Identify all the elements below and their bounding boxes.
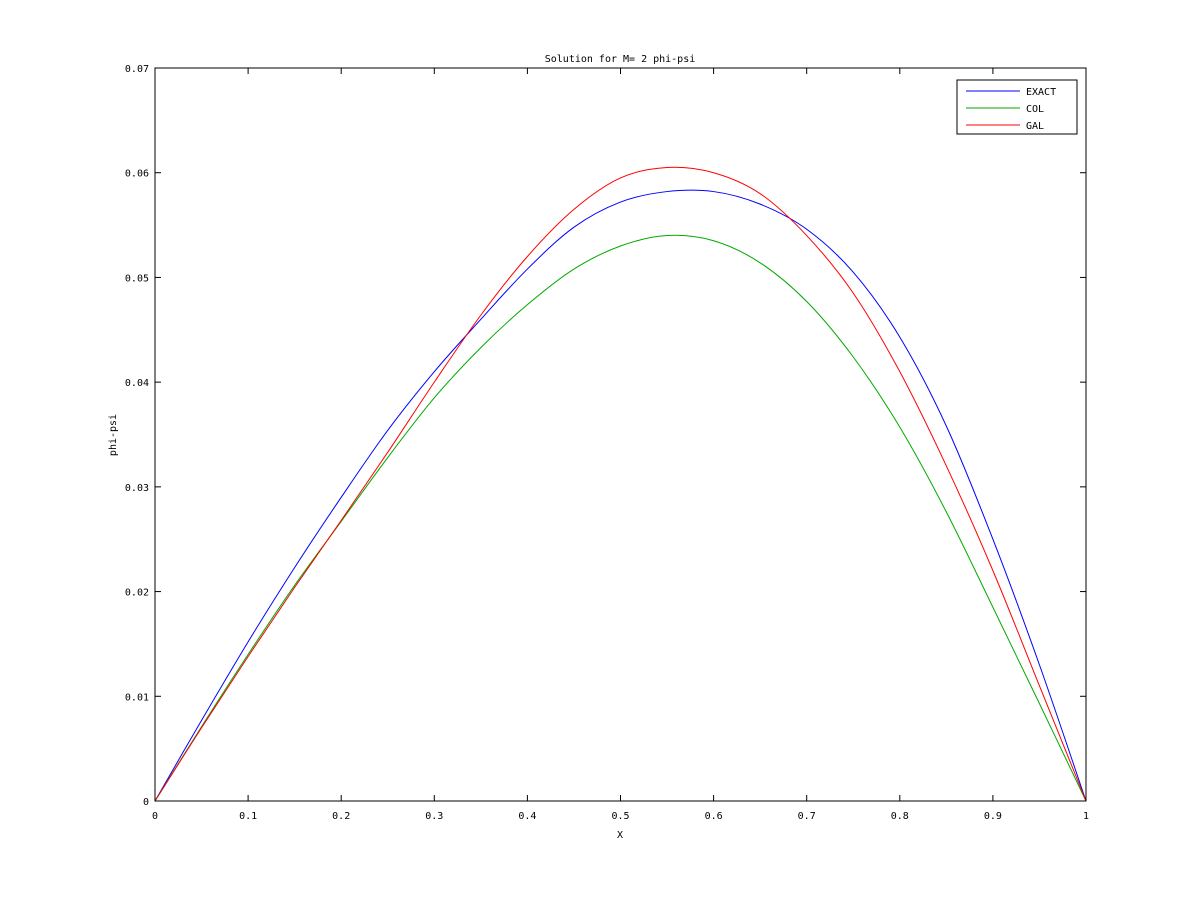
- y-tick-label: 0.07: [125, 64, 149, 75]
- legend-label-col: COL: [1026, 104, 1044, 115]
- x-tick-label: 0.4: [518, 811, 536, 822]
- x-axis-label: X: [617, 830, 623, 841]
- axes-box: [154, 67, 1087, 802]
- legend: EXACT COL GAL: [956, 79, 1078, 135]
- x-tick-label: 0.3: [425, 811, 443, 822]
- y-tick-label: 0: [143, 797, 149, 808]
- x-tick-label: 0: [152, 811, 158, 822]
- legend-entries: EXACT COL GAL: [966, 87, 1056, 132]
- y-tick-label: 0.05: [125, 273, 149, 284]
- series-line-gal: [154, 166, 1087, 802]
- legend-label-gal: GAL: [1026, 121, 1044, 132]
- legend-label-exact: EXACT: [1026, 87, 1056, 98]
- chart-title: Solution for M= 2 phi-psi: [545, 54, 696, 65]
- x-tick-label: 0.5: [611, 811, 629, 822]
- x-tick-label: 0.1: [239, 811, 257, 822]
- x-tick-label: 0.7: [798, 811, 816, 822]
- x-tick-label: 1: [1083, 811, 1089, 822]
- x-tick-label: 0.2: [332, 811, 350, 822]
- x-tick-label: 0.9: [984, 811, 1002, 822]
- series-line-col: [154, 234, 1087, 802]
- x-tick-label: 0.8: [891, 811, 909, 822]
- tick-layer: 0 0.1 0.2 0.3 0.4 0.5 0.6 0.7 0.8 0.9 1 0 0.01 0.02 0.…: [125, 64, 1089, 822]
- y-tick-label: 0.03: [125, 483, 149, 494]
- y-tick-label: 0.06: [125, 169, 149, 180]
- plot-area: 0 0.1 0.2 0.3 0.4 0.5 0.6 0.7 0.8 0.9 1 0 0.01 0.02 0.…: [125, 64, 1089, 822]
- legend-box: [956, 79, 1078, 135]
- series-layer: [154, 166, 1087, 802]
- series-line-exact: [154, 189, 1087, 802]
- y-tick-label: 0.04: [125, 378, 149, 389]
- x-tick-label: 0.6: [705, 811, 723, 822]
- y-tick-label: 0.02: [125, 588, 149, 599]
- y-axis-label: phi-psi: [108, 414, 119, 456]
- y-tick-label: 0.01: [125, 692, 149, 703]
